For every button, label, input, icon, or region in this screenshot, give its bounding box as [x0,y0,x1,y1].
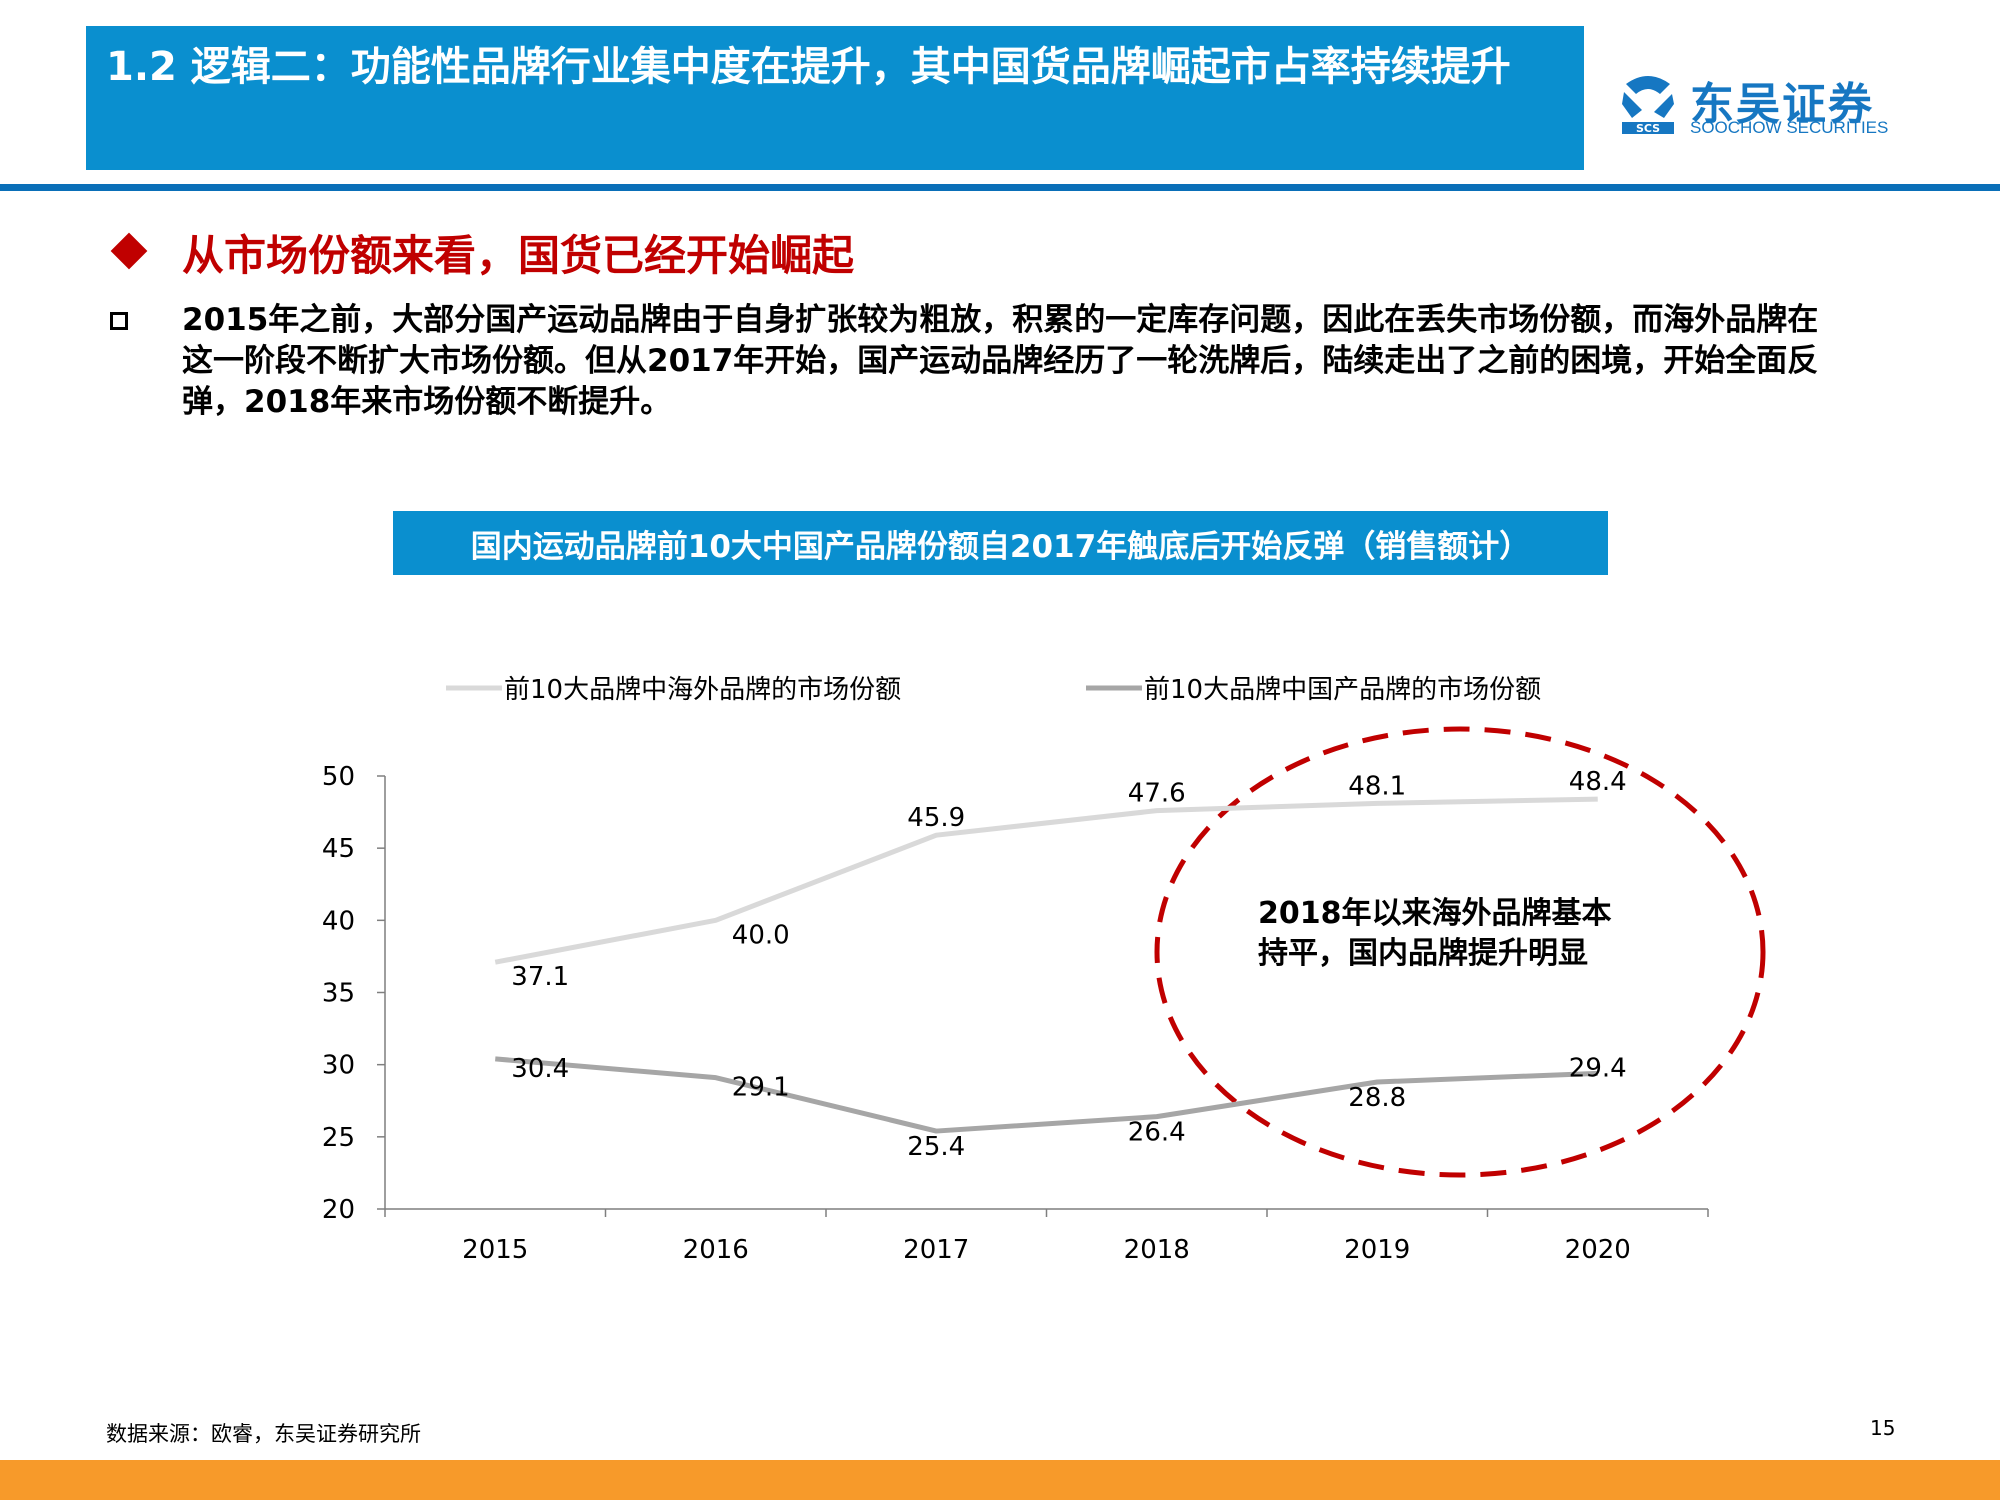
y-tick-label: 25 [322,1123,355,1153]
data-source-note: 数据来源：欧睿，东吴证券研究所 [106,1422,421,1446]
x-tick-label: 2016 [683,1235,749,1265]
annotation-ellipse [1154,726,1766,1178]
x-tick-label: 2015 [462,1235,528,1265]
logo-english-name: SOOCHOW SECURITIES [1690,118,1889,137]
logo-chinese-name: 东吴证券 [1690,79,1874,130]
y-tick-label: 40 [322,906,355,936]
y-tick-label: 30 [322,1051,355,1081]
x-tick-label: 2020 [1565,1235,1631,1265]
data-label: 45.9 [907,803,965,833]
page-number: 15 [1870,1416,1896,1440]
data-label: 28.8 [1348,1083,1406,1113]
logo-mark-text: SCS [1636,122,1660,135]
soochow-logo-icon: SCS [1622,76,1674,135]
legend-label-2: 前10大品牌中国产品牌的市场份额 [1144,675,1541,705]
data-label: 48.4 [1569,767,1627,797]
checkbox-bullet-icon [110,312,128,330]
slide-title: 1.2 逻辑二：功能性品牌行业集中度在提升，其中国货品牌崛起市占率持续提升 [106,44,1511,90]
chart-title: 国内运动品牌前10大中国产品牌份额自2017年触底后开始反弹（销售额计） [470,528,1531,565]
annotation-text: 2018年以来海外品牌基本 [1258,896,1612,931]
data-label: 40.0 [732,920,790,950]
series-line-1 [494,796,1598,965]
data-label: 25.4 [907,1132,965,1162]
x-tick-label: 2017 [903,1235,969,1265]
data-label: 29.4 [1569,1053,1627,1083]
data-label: 47.6 [1128,779,1186,809]
y-tick-label: 20 [322,1195,355,1225]
x-tick-label: 2018 [1124,1235,1190,1265]
legend-label-1: 前10大品牌中海外品牌的市场份额 [504,675,901,705]
section-heading-text: 从市场份额来看，国货已经开始崛起 [182,231,855,280]
data-label: 29.1 [732,1073,790,1103]
chart-title-banner: 国内运动品牌前10大中国产品牌份额自2017年触底后开始反弹（销售额计） [393,511,1608,575]
data-label: 48.1 [1348,771,1406,801]
body-paragraph: 2015年之前，大部分国产运动品牌由于自身扩张较为粗放，积累的一定库存问题，因此… [182,302,1819,420]
slide-title-banner: 1.2 逻辑二：功能性品牌行业集中度在提升，其中国货品牌崛起市占率持续提升 [86,26,1584,170]
data-label: 26.4 [1128,1118,1186,1148]
x-tick-label: 2019 [1344,1235,1410,1265]
data-label: 37.1 [511,962,569,992]
data-label: 30.4 [511,1054,569,1084]
company-logo: SCS 东吴证券 SOOCHOW SECURITIES [1618,66,1908,140]
y-tick-label: 35 [322,979,355,1009]
footer-bar [0,1460,2000,1500]
y-tick-label: 50 [322,762,355,792]
header-divider [0,184,2000,191]
y-tick-label: 45 [322,834,355,864]
series-line-2 [495,1056,1598,1134]
annotation-text: 持平，国内品牌提升明显 [1258,936,1588,971]
